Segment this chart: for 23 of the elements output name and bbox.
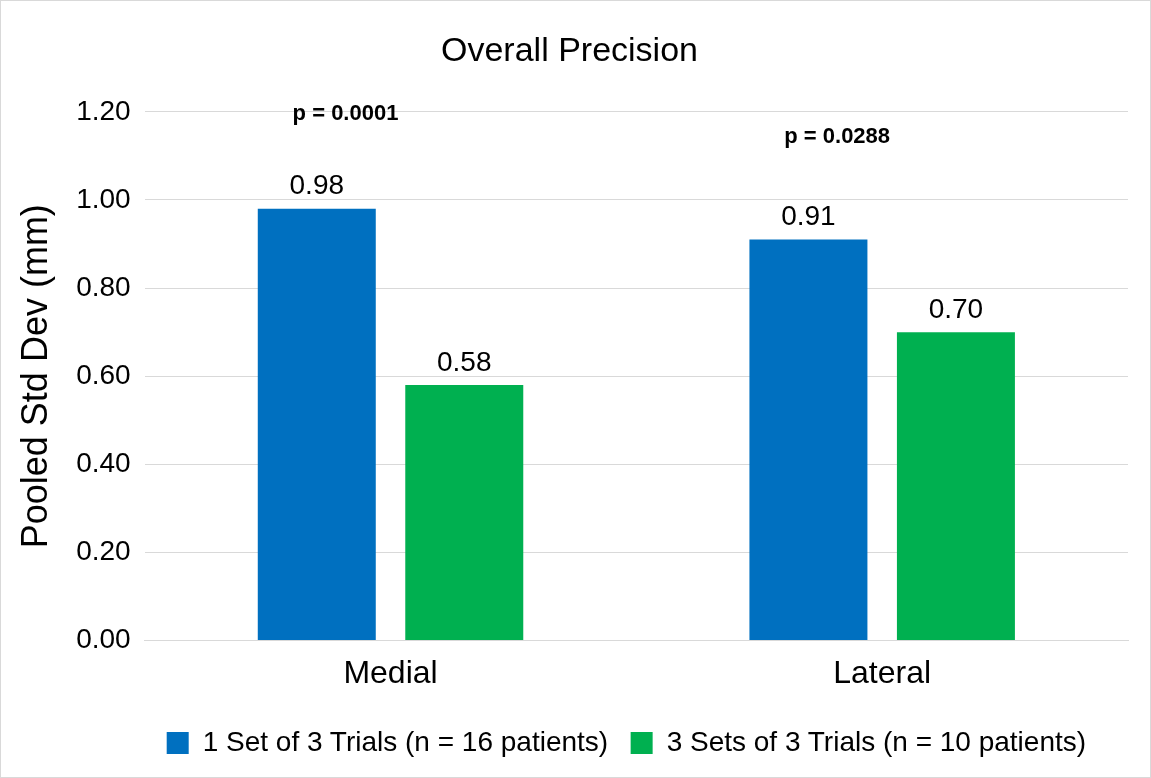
chart-title: Overall Precision — [441, 29, 698, 68]
y-tick-label: 0.80 — [76, 270, 131, 302]
annotation: p = 0.0288 — [784, 122, 891, 148]
y-tick-label: 1.20 — [76, 94, 131, 126]
annotation: p = 0.0001 — [292, 99, 399, 125]
legend-label: 3 Sets of 3 Trials (n = 10 patients) — [666, 725, 1087, 757]
data-label: 0.98 — [289, 169, 345, 201]
data-label: 0.70 — [928, 292, 984, 324]
y-tick-label: 1.00 — [76, 182, 131, 214]
y-tick-label: 0.40 — [76, 447, 131, 479]
bar — [749, 239, 868, 641]
bar — [896, 332, 1015, 641]
bar — [405, 385, 524, 641]
y-tick-label: 0.20 — [76, 535, 131, 567]
y-tick-label: 0.00 — [76, 623, 131, 655]
data-label: 0.91 — [781, 200, 836, 232]
x-tick-label: Medial — [343, 653, 438, 690]
x-tick-label: Lateral — [833, 653, 932, 690]
bar — [257, 208, 376, 641]
y-axis-title: Pooled Std Dev (mm) — [13, 204, 55, 549]
data-label: 0.58 — [437, 345, 492, 377]
y-tick-label: 0.60 — [76, 358, 131, 390]
legend-label: 1 Set of 3 Trials (n = 16 patients) — [202, 725, 609, 757]
